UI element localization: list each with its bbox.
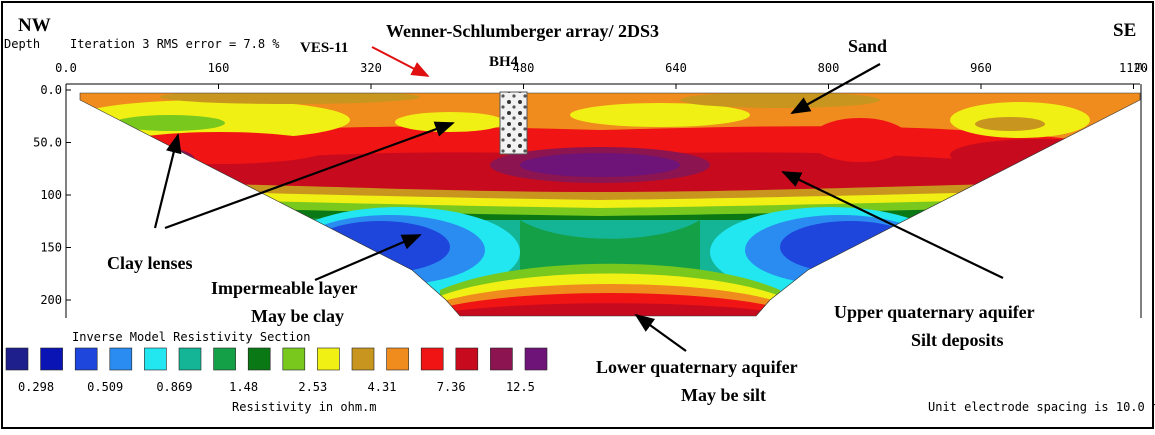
section-title: Wenner-Schlumberger array/ 2DS3 — [386, 21, 659, 41]
central-purple-core — [520, 153, 680, 177]
clay-lens-arrow-right — [164, 121, 455, 230]
legend-title: Inverse Model Resistivity Section — [72, 330, 310, 344]
shallow-yellow-center — [570, 103, 750, 127]
legend-value-label: 0.509 — [87, 380, 123, 394]
legend-swatch — [386, 347, 409, 371]
red-patch-mid-right — [810, 118, 910, 162]
legend-value-label: 2.53 — [298, 380, 327, 394]
x-tick-label: 160 — [208, 61, 230, 75]
legend-swatch — [40, 347, 63, 371]
x-tick-label: 960 — [970, 61, 992, 75]
ves-label: VES-11 — [300, 40, 348, 56]
legend-value-label: 0.869 — [156, 380, 192, 394]
legend-swatch — [524, 347, 548, 371]
red-patch-left — [110, 132, 330, 164]
impermeable-annotation-line1: Impermeable layer — [211, 278, 357, 298]
legend-swatch — [490, 347, 513, 371]
bottom-darkred — [440, 303, 780, 316]
y-tick-label: 50.0 — [33, 136, 62, 150]
clay-lens-arrow-left — [153, 133, 182, 229]
nw-direction-label: NW — [18, 15, 51, 36]
impermeable-arrow — [314, 233, 422, 282]
lower-aquifer-arrow — [634, 313, 687, 352]
impermeable-annotation-line2: May be clay — [251, 306, 344, 326]
legend-swatch — [247, 347, 271, 371]
x-tick-labels: 0.0 160 320 480 640 800 960 1120 — [55, 61, 1148, 89]
legend-swatch — [74, 347, 98, 371]
ves-arrow — [371, 46, 430, 77]
x-tick-label: 800 — [818, 61, 840, 75]
y-tick-labels: 0.0 50.0 100 150 200 — [33, 83, 71, 307]
upper-aquifer-annotation-line2: Silt deposits — [911, 330, 1004, 350]
legend-value-label: 0.298 — [18, 380, 54, 394]
shallow-green-left — [115, 115, 225, 131]
electrode-spacing-text: Unit electrode spacing is 10.0 m. — [928, 400, 1155, 414]
legend-swatch — [282, 347, 306, 371]
x-tick-label: 320 — [360, 61, 382, 75]
sand-annotation: Sand — [848, 36, 887, 56]
legend-swatch — [317, 347, 340, 371]
y-tick-label: 150 — [40, 241, 62, 255]
legend-swatch — [351, 347, 375, 371]
annotation-arrows — [153, 63, 1004, 352]
legend-swatch — [144, 347, 167, 371]
x-tick-label: 1120 — [1119, 61, 1148, 75]
legend-unit-label: Resistivity in ohm.m — [232, 400, 377, 414]
y-tick-label: 100 — [40, 188, 62, 202]
legend-value-label: 1.48 — [229, 380, 258, 394]
section-outline — [79, 92, 1141, 317]
clay-lenses-annotation: Clay lenses — [107, 253, 193, 273]
legend-swatches — [5, 347, 548, 371]
x-unit-label: m. — [1135, 59, 1149, 73]
y-tick-label: 0.0 — [40, 83, 62, 97]
legend-swatch — [109, 347, 133, 371]
y-tick-label: 200 — [40, 293, 62, 307]
upper-aquifer-arrow — [781, 171, 1004, 279]
red-patch-right — [950, 139, 1130, 171]
se-direction-label: SE — [1113, 20, 1136, 41]
depth-label: Depth — [4, 37, 40, 51]
x-tick-label: 480 — [513, 61, 535, 75]
surface-olive — [160, 93, 420, 104]
legend-value-label: 12.5 — [506, 380, 535, 394]
sand-arrow — [790, 63, 881, 114]
upper-aquifer-annotation-line1: Upper quaternary aquifer — [834, 302, 1035, 322]
borehole-column — [499, 91, 528, 155]
shallow-yellow-mid — [395, 112, 505, 132]
legend-value-label: 7.36 — [437, 380, 466, 394]
legend-swatch — [420, 347, 444, 371]
lower-aquifer-annotation-line1: Lower quaternary aquifer — [596, 357, 798, 377]
legend-value-label: 4.31 — [368, 380, 397, 394]
shallow-olive-right — [975, 117, 1045, 131]
legend-values: 0.298 0.509 0.869 1.48 2.53 4.31 7.36 12.5 — [18, 380, 535, 394]
iteration-text: Iteration 3 RMS error = 7.8 % — [70, 37, 280, 51]
axes — [65, 83, 1142, 318]
purple-patch-left — [105, 146, 195, 174]
lower-aquifer-annotation-line2: May be silt — [681, 385, 766, 405]
surface-olive-right — [680, 93, 880, 108]
legend-swatch — [178, 347, 202, 371]
legend-swatch — [455, 347, 479, 371]
x-tick-label: 0.0 — [55, 61, 77, 75]
legend-swatch — [213, 347, 236, 371]
legend-swatch — [5, 347, 29, 371]
x-tick-label: 640 — [665, 61, 687, 75]
borehole-label: BH4 — [489, 54, 519, 70]
